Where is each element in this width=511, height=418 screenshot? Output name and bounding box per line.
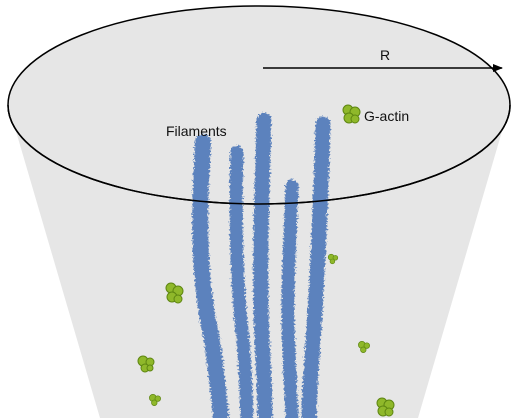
g-actin-monomer (149, 394, 161, 406)
filament-2 (229, 145, 254, 418)
g-actin-monomer (342, 104, 361, 124)
filament-1 (192, 134, 229, 418)
filament-5 (301, 116, 331, 418)
g-actin-monomer (137, 355, 155, 373)
g-actin-monomer (165, 282, 184, 304)
g-actin-monomer (376, 397, 395, 417)
radius-label: R (380, 47, 390, 63)
filaments-group (192, 112, 331, 418)
cone-rim-front (7, 104, 511, 205)
g-actin-group (137, 104, 395, 417)
g-actin-label: G-actin (364, 108, 409, 124)
filament-3 (253, 112, 273, 418)
g-actin-monomer (358, 341, 370, 353)
filaments-label: Filaments (166, 123, 227, 139)
g-actin-monomer (327, 253, 339, 265)
filament-4 (281, 179, 299, 418)
